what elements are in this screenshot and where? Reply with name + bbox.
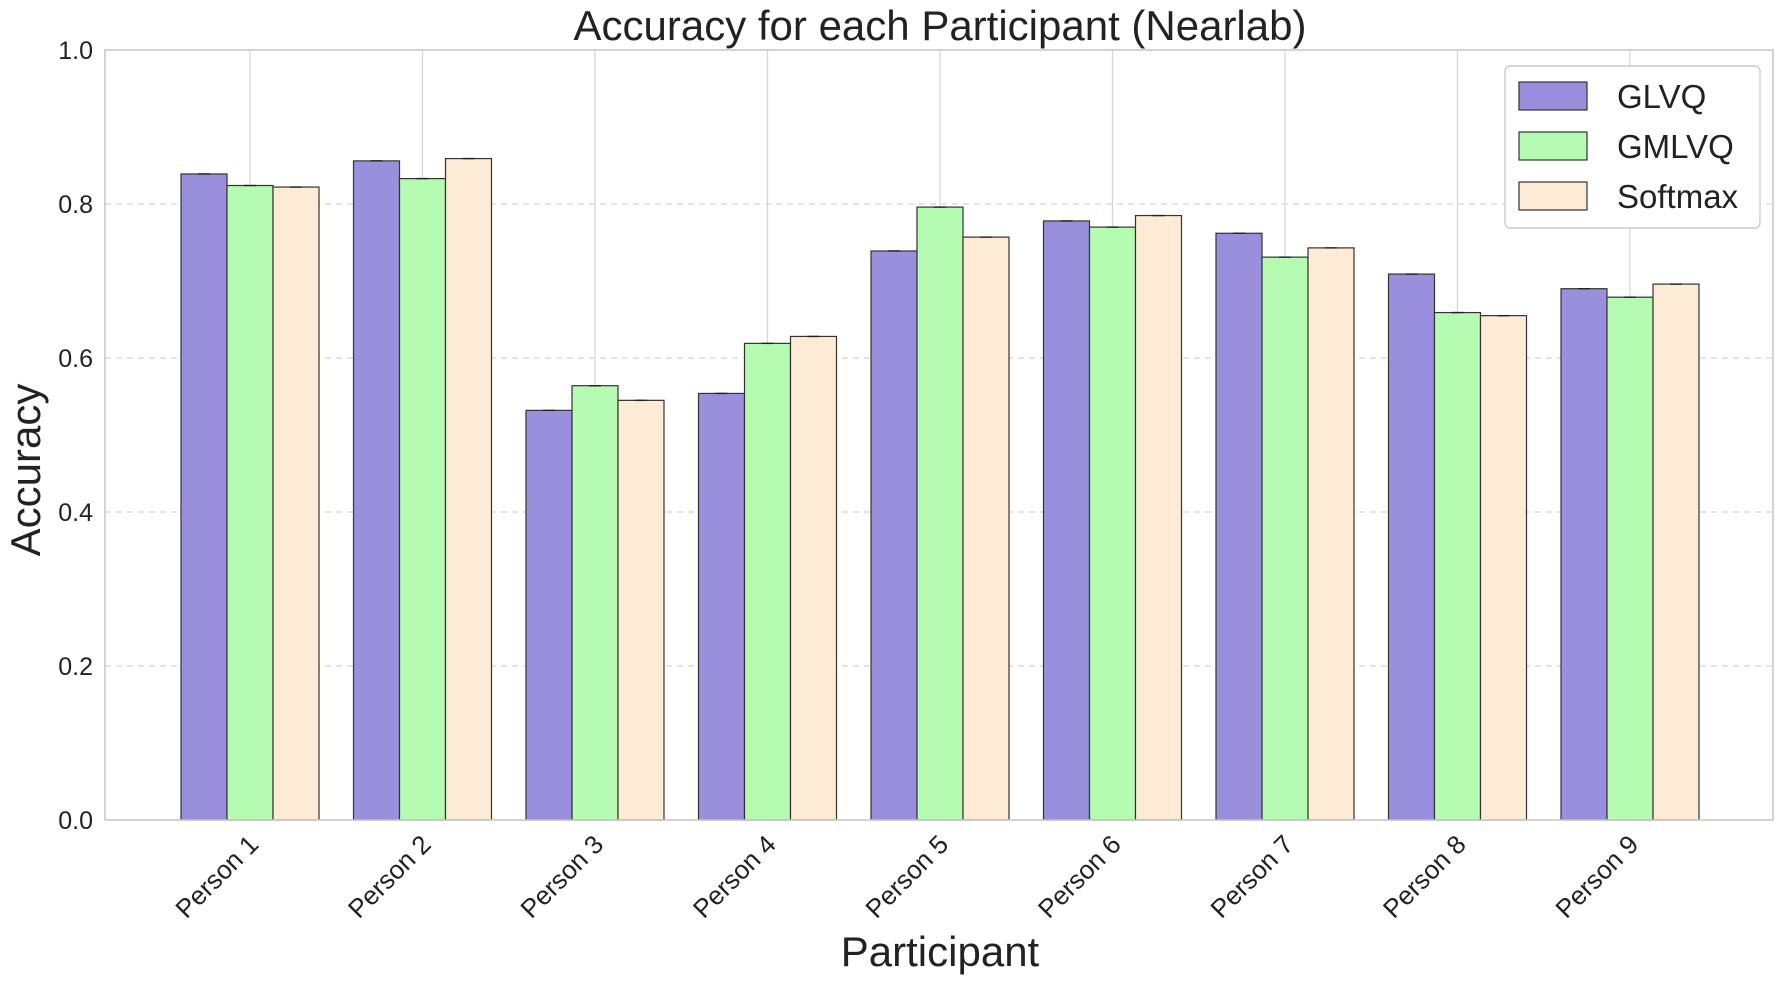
bar-glvq [1215, 232, 1263, 821]
chart-title: Accuracy for each Participant (Nearlab) [574, 2, 1307, 49]
bar-glvq [697, 392, 746, 821]
y-tick-label: 0.2 [58, 653, 93, 681]
y-axis-label: Accuracy [2, 384, 49, 557]
legend-swatch-softmax [1518, 181, 1588, 211]
legend: GLVQ GMLVQ Softmax [1504, 65, 1761, 229]
y-tick-label: 0.6 [58, 345, 93, 373]
bar-glvq [525, 409, 573, 821]
bar-gmlvq [226, 184, 274, 821]
bar-glvq [352, 160, 401, 821]
legend-swatch-gmlvq [1518, 131, 1588, 161]
bar-softmax [1652, 283, 1700, 821]
bar-glvq [1560, 288, 1608, 821]
bars [180, 157, 1700, 821]
x-axis-label: Participant [841, 928, 1040, 975]
bar-gmlvq [1261, 256, 1309, 821]
y-tick-labels: 0.0 0.2 0.4 0.6 0.8 1.0 [58, 37, 93, 835]
bar-glvq [1042, 220, 1091, 821]
bar-gmlvq [571, 385, 619, 821]
legend-label-gmlvq: GMLVQ [1617, 128, 1734, 165]
bar-softmax [617, 399, 665, 821]
y-tick-label: 0.0 [58, 807, 93, 835]
bar-softmax [1134, 214, 1183, 821]
bar-glvq [870, 250, 918, 821]
bar-softmax [789, 335, 838, 821]
bar-gmlvq [916, 206, 964, 821]
legend-label-glvq: GLVQ [1617, 78, 1706, 115]
bar-softmax [1307, 247, 1355, 821]
bar-softmax [272, 186, 320, 821]
y-tick-label: 0.8 [58, 191, 93, 219]
plot-frame [104, 49, 1774, 821]
bar-glvq [1387, 273, 1436, 821]
legend-swatch-glvq [1518, 81, 1588, 111]
bar-softmax [962, 236, 1010, 821]
bar-gmlvq [398, 177, 447, 821]
bar-gmlvq [1606, 296, 1654, 821]
legend-label-softmax: Softmax [1617, 178, 1739, 215]
bar-gmlvq [1088, 226, 1137, 821]
y-tick-label: 1.0 [58, 37, 93, 65]
bar-softmax [1479, 315, 1528, 821]
bar-glvq [180, 173, 228, 821]
bar-softmax [444, 157, 493, 821]
y-tick-label: 0.4 [58, 499, 93, 527]
bar-gmlvq [1433, 311, 1482, 821]
bar-gmlvq [743, 342, 792, 821]
